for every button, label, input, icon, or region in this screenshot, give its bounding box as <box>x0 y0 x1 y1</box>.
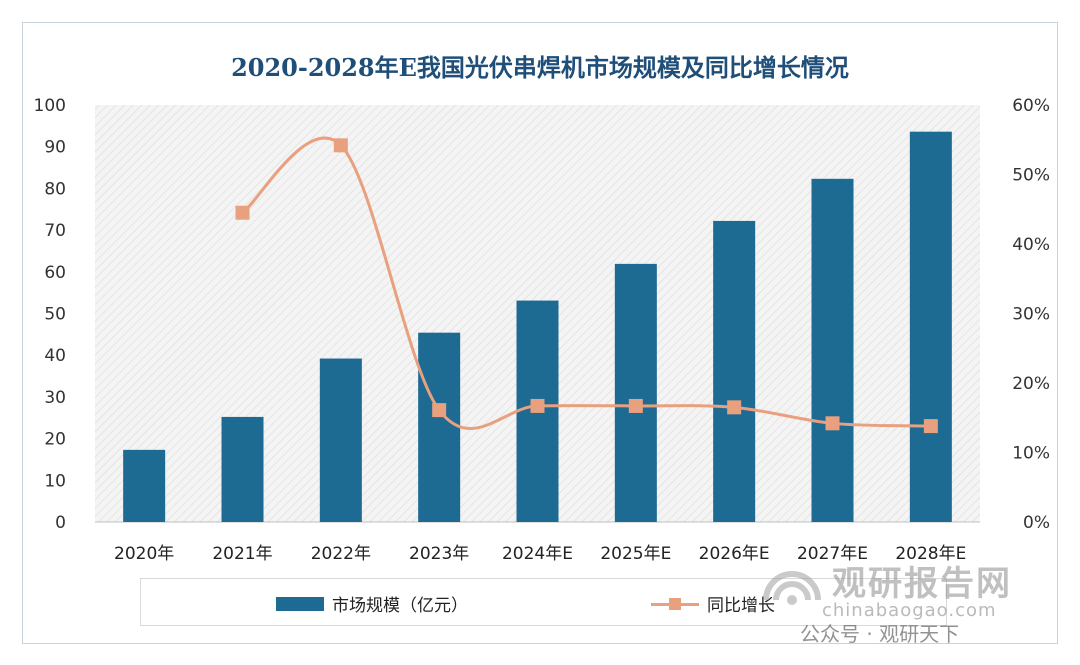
watermark-logo-icon <box>763 571 821 605</box>
bar-market-size <box>811 178 854 522</box>
bar-market-size <box>713 220 756 522</box>
legend-line-swatch <box>651 597 699 611</box>
bar-market-size <box>909 131 952 523</box>
x-tick-label: 2022年 <box>311 544 371 564</box>
line-point-yoy-growth <box>333 138 348 153</box>
y-left-tick-label: 90 <box>44 138 66 158</box>
line-point-yoy-growth <box>727 400 742 415</box>
legend-label-line: 同比增长 <box>707 596 775 616</box>
bar-market-size <box>221 416 264 522</box>
line-point-yoy-growth <box>923 419 938 434</box>
y-right-tick-label: 0% <box>1023 513 1050 533</box>
x-tick-label: 2023年 <box>409 544 469 564</box>
watermark-url: chinabaogao.com <box>822 600 997 621</box>
legend-item-line: 同比增长 <box>651 591 775 616</box>
x-tick-label: 2024年E <box>502 544 573 564</box>
y-left-tick-label: 100 <box>34 96 66 116</box>
line-point-yoy-growth <box>628 398 643 413</box>
y-left-tick-label: 80 <box>44 179 66 199</box>
y-right-tick-label: 10% <box>1012 444 1050 464</box>
y-right-tick-label: 20% <box>1012 374 1050 394</box>
legend-item-bar: 市场规模（亿元） <box>276 591 468 616</box>
bar-market-size <box>418 332 461 522</box>
chart-title: 2020-2028年E我国光伏串焊机市场规模及同比增长情况 <box>231 53 849 82</box>
bar-market-size <box>319 358 362 522</box>
x-tick-label: 2026年E <box>699 544 770 564</box>
x-tick-label: 2027年E <box>797 544 868 564</box>
bar-market-size <box>614 263 657 522</box>
y-left-tick-label: 30 <box>44 388 66 408</box>
x-tick-label: 2028年E <box>895 544 966 564</box>
y-left-tick-label: 0 <box>55 513 66 533</box>
legend-label-bar: 市场规模（亿元） <box>332 596 468 616</box>
line-point-yoy-growth <box>432 403 447 418</box>
line-point-yoy-growth <box>530 398 545 413</box>
y-left-tick-label: 20 <box>44 430 66 450</box>
y-left-tick-label: 50 <box>44 305 66 325</box>
watermark-brand: 观研报告网 <box>832 564 1012 604</box>
line-point-yoy-growth <box>235 205 250 220</box>
x-tick-label: 2021年 <box>212 544 272 564</box>
y-right-tick-label: 30% <box>1012 305 1050 325</box>
y-right-tick-label: 60% <box>1012 96 1050 116</box>
legend-bar-swatch <box>276 596 324 611</box>
x-tick-label: 2020年 <box>114 544 174 564</box>
line-point-yoy-growth <box>825 416 840 431</box>
watermark-account: 公众号 · 观研天下 <box>800 622 960 646</box>
x-tick-label: 2025年E <box>600 544 671 564</box>
y-right-tick-label: 50% <box>1012 166 1050 186</box>
y-right-tick-label: 40% <box>1012 235 1050 255</box>
y-left-tick-label: 70 <box>44 221 66 241</box>
bar-market-size <box>123 449 166 522</box>
y-left-tick-label: 40 <box>44 346 66 366</box>
y-left-tick-label: 60 <box>44 263 66 283</box>
y-left-tick-label: 10 <box>44 471 66 491</box>
